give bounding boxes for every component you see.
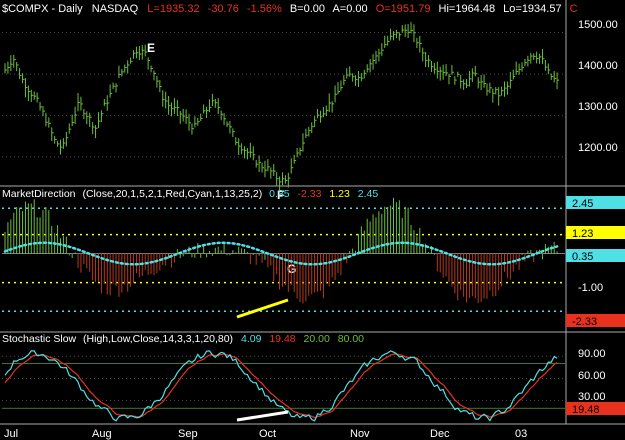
st-lower: 20.00 <box>304 333 330 345</box>
x-tick-label: Dec <box>430 428 450 440</box>
header-close: C <box>570 3 578 15</box>
md-name: MarketDirection <box>2 188 76 200</box>
price-tick-label: 1300.00 <box>578 101 618 113</box>
md-badge-text: -2.33 <box>572 316 597 328</box>
header-change: -30.76 <box>208 3 239 15</box>
x-tick-label: Nov <box>350 428 370 440</box>
trendline-white <box>236 410 289 422</box>
price-axis: 1500.00 1400.00 1300.00 1200.00 <box>578 19 618 154</box>
header-line: $COMPX - Daily NASDAQ L=1935.32 -30.76 -… <box>2 3 578 15</box>
x-tick-label: Aug <box>92 428 112 440</box>
md-badge-0-35 <box>566 249 625 262</box>
st-k: 4.09 <box>241 333 262 345</box>
st-params: (High,Low,Close,14,3,3,1,20,80) <box>83 333 233 345</box>
st-tick-label: 60.00 <box>578 370 606 382</box>
st-badge-text: 19.48 <box>572 404 600 416</box>
st-tick-label: 90.00 <box>578 348 606 360</box>
trendline-yellow <box>236 298 289 319</box>
md-tick-label: -1.00 <box>578 282 603 294</box>
md-v2: -2.33 <box>298 188 322 200</box>
header-last: L=1935.32 <box>147 3 199 15</box>
market-direction-cyan-line <box>3 241 559 266</box>
stochastic-header: Stochastic Slow (High,Low,Close,14,3,3,1… <box>2 333 364 345</box>
header-exchange: NASDAQ <box>92 3 139 15</box>
header-symbol: $COMPX - Daily <box>2 3 83 15</box>
x-axis: Jul Aug Sep Oct Nov Dec 03 <box>4 428 527 440</box>
md-badge-text: 0.35 <box>572 251 593 263</box>
header-a: A=0.00 <box>332 3 367 15</box>
x-tick-label: Sep <box>178 428 198 440</box>
price-tick-label: 1400.00 <box>578 60 618 72</box>
price-tick-label: 1200.00 <box>578 142 618 154</box>
st-badge-19-48 <box>566 402 625 415</box>
price-bars <box>4 22 560 191</box>
md-badge-2-45 <box>566 196 625 209</box>
md-badge-neg-2-33 <box>566 314 625 327</box>
header-high: Hi=1964.48 <box>439 3 496 15</box>
md-v1: 0.35 <box>269 188 290 200</box>
md-badge-text: 1.23 <box>572 228 593 240</box>
stochastic-k-line <box>4 350 558 422</box>
md-params: (Close,20,1,5,2,1,Red,Cyan,1,13,25,2) <box>82 188 262 200</box>
stochastic-axis: 90.00 60.00 30.00 19.48 <box>566 348 625 416</box>
annotation-e: E <box>147 41 155 55</box>
x-tick-label: Oct <box>259 428 276 440</box>
price-tick-label: 1500.00 <box>578 19 618 31</box>
annotation-f: F <box>277 188 284 202</box>
header-low: Lo=1934.57 <box>503 3 561 15</box>
header-open: O=1951.79 <box>376 3 431 15</box>
md-badge-text: 2.45 <box>572 198 593 210</box>
st-tick-label: 30.00 <box>578 391 606 403</box>
st-name: Stochastic Slow <box>2 333 77 345</box>
header-b: B=0.00 <box>290 3 325 15</box>
x-tick-label: 03 <box>515 428 527 440</box>
st-upper: 80.00 <box>338 333 364 345</box>
market-direction-header: MarketDirection (Close,20,1,5,2,1,Red,Cy… <box>2 188 378 200</box>
md-v4: 2.45 <box>358 188 379 200</box>
md-axis: 2.45 1.23 0.35 -1.00 -2.33 <box>566 196 625 328</box>
stochastic-d-line <box>4 353 558 419</box>
md-v3: 1.23 <box>329 188 350 200</box>
x-tick-label: Jul <box>4 428 18 440</box>
md-badge-1-23 <box>566 226 625 239</box>
header-change-pct: -1.56% <box>247 3 282 15</box>
st-d: 19.48 <box>269 333 295 345</box>
panel-frame <box>0 0 625 425</box>
